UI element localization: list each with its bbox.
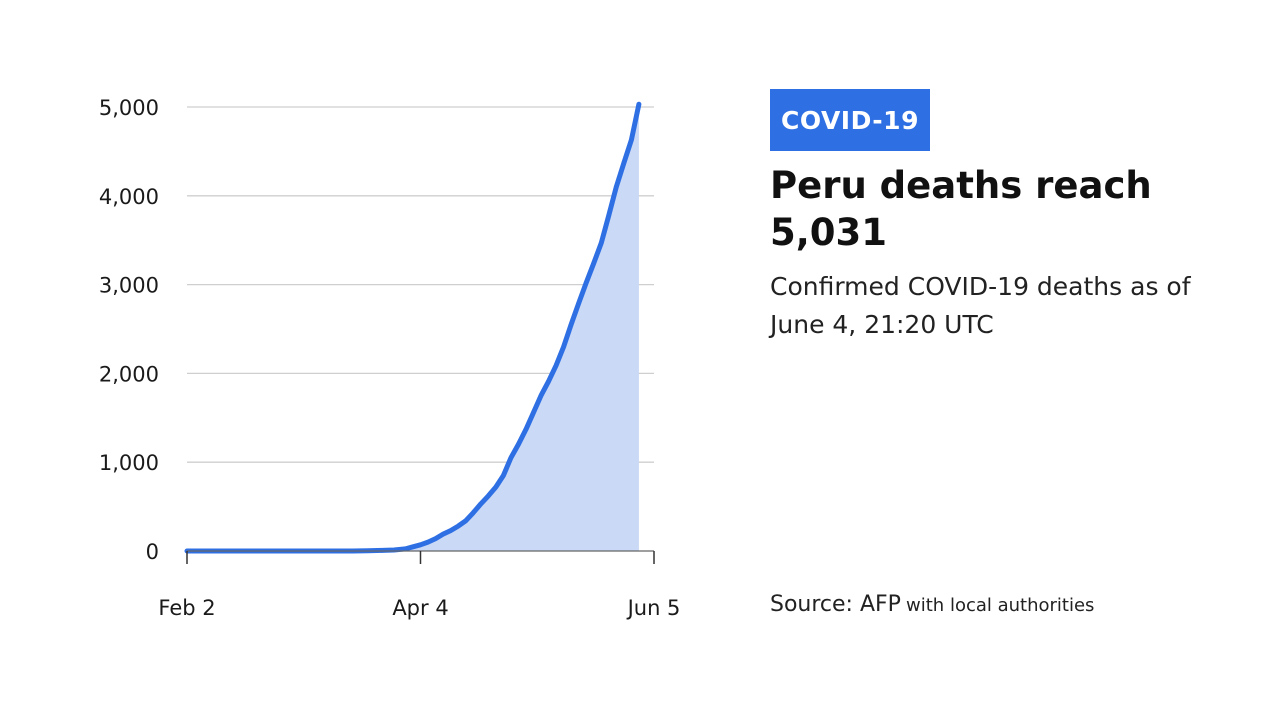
x-tick-label: Feb 2 (158, 596, 215, 620)
deaths-chart: 0 1,000 2,000 3,000 4,000 5,000 Feb 2 Apr 4 Jun … (99, 96, 681, 620)
y-tick-label: 3,000 (99, 274, 159, 298)
area-layer (184, 101, 642, 554)
x-tick-label: Jun 5 (626, 596, 681, 620)
subtitle: Confirmed COVID-19 deaths as of June 4, … (770, 272, 1191, 339)
y-tick-label: 0 (146, 540, 159, 564)
tick-labels: 0 1,000 2,000 3,000 4,000 5,000 Feb 2 Apr 4 Jun … (99, 96, 681, 620)
headline: Peru deaths reach 5,031 (770, 164, 1152, 254)
y-tick-label: 5,000 (99, 96, 159, 120)
source-credit: Source: AFP with local authorities (770, 592, 1094, 617)
y-tick-label: 2,000 (99, 362, 159, 386)
y-tick-label: 1,000 (99, 451, 159, 475)
y-tick-label: 4,000 (99, 185, 159, 209)
axis-layer (186, 550, 655, 564)
source-label: Source: AFP (770, 592, 901, 617)
topic-badge: COVID-19 (770, 89, 930, 151)
x-tick-label: Apr 4 (392, 596, 448, 620)
source-detail: with local authorities (906, 595, 1095, 616)
deaths-line (184, 101, 642, 554)
area-fill (187, 104, 639, 551)
